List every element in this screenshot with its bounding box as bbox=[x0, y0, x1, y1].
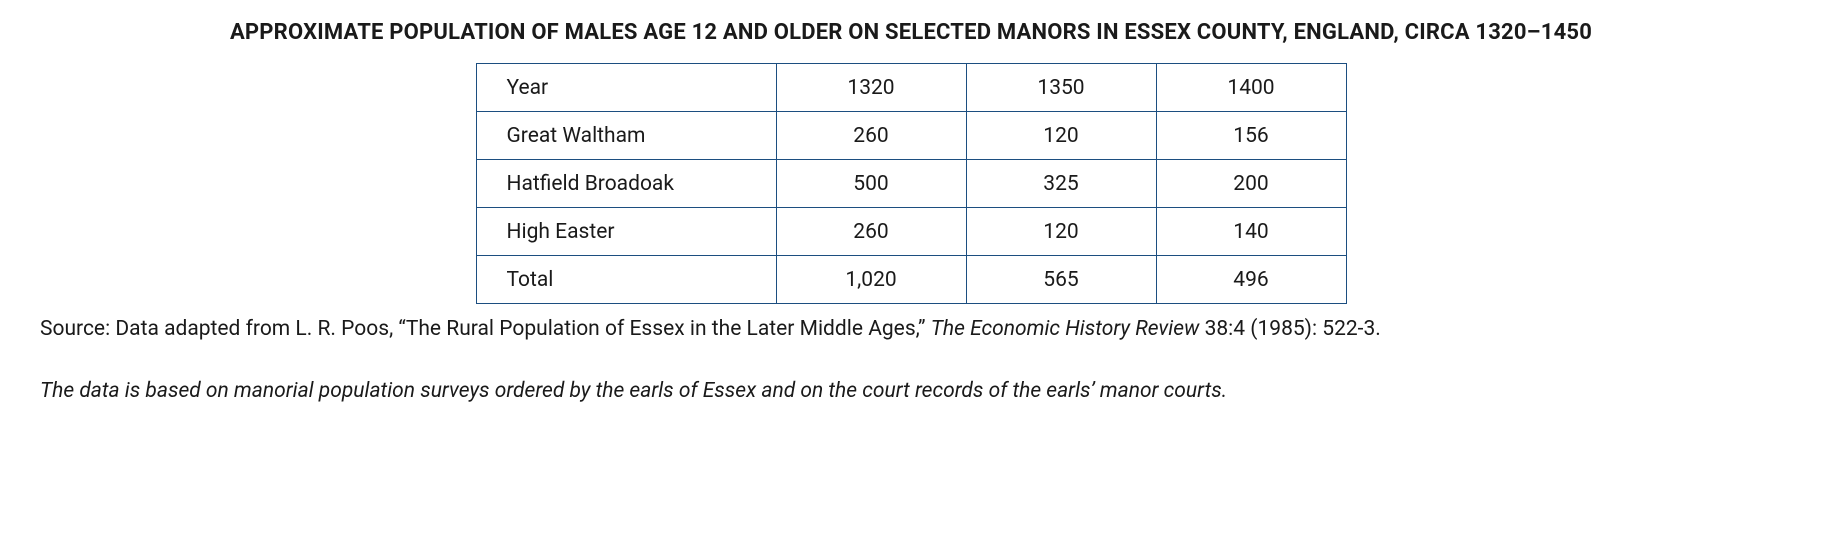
source-citation: Source: Data adapted from L. R. Poos, “T… bbox=[40, 314, 1782, 346]
cell: 260 bbox=[776, 208, 966, 256]
cell: 120 bbox=[966, 112, 1156, 160]
cell: 565 bbox=[966, 256, 1156, 304]
table-row: Hatfield Broadoak 500 325 200 bbox=[476, 160, 1346, 208]
cell: 325 bbox=[966, 160, 1156, 208]
row-label: Year bbox=[476, 64, 776, 112]
population-table: Year 1320 1350 1400 Great Waltham 260 12… bbox=[476, 63, 1347, 304]
cell: 200 bbox=[1156, 160, 1346, 208]
cell: 260 bbox=[776, 112, 966, 160]
source-suffix: 38:4 (1985): 522-3. bbox=[1199, 317, 1380, 341]
table-row: Year 1320 1350 1400 bbox=[476, 64, 1346, 112]
table-row: Great Waltham 260 120 156 bbox=[476, 112, 1346, 160]
row-label: Great Waltham bbox=[476, 112, 776, 160]
methodology-note: The data is based on manorial population… bbox=[40, 376, 1782, 408]
cell: 1,020 bbox=[776, 256, 966, 304]
row-label: Hatfield Broadoak bbox=[476, 160, 776, 208]
source-journal: The Economic History Review bbox=[931, 317, 1200, 341]
source-prefix: Source: Data adapted from L. R. Poos, “T… bbox=[40, 317, 931, 341]
table-row: High Easter 260 120 140 bbox=[476, 208, 1346, 256]
cell: 500 bbox=[776, 160, 966, 208]
row-label: High Easter bbox=[476, 208, 776, 256]
page-title: APPROXIMATE POPULATION OF MALES AGE 12 A… bbox=[40, 20, 1782, 45]
table-container: Year 1320 1350 1400 Great Waltham 260 12… bbox=[40, 63, 1782, 304]
cell: 140 bbox=[1156, 208, 1346, 256]
cell: 1350 bbox=[966, 64, 1156, 112]
cell: 496 bbox=[1156, 256, 1346, 304]
row-label: Total bbox=[476, 256, 776, 304]
cell: 1320 bbox=[776, 64, 966, 112]
table-row: Total 1,020 565 496 bbox=[476, 256, 1346, 304]
cell: 1400 bbox=[1156, 64, 1346, 112]
cell: 120 bbox=[966, 208, 1156, 256]
cell: 156 bbox=[1156, 112, 1346, 160]
